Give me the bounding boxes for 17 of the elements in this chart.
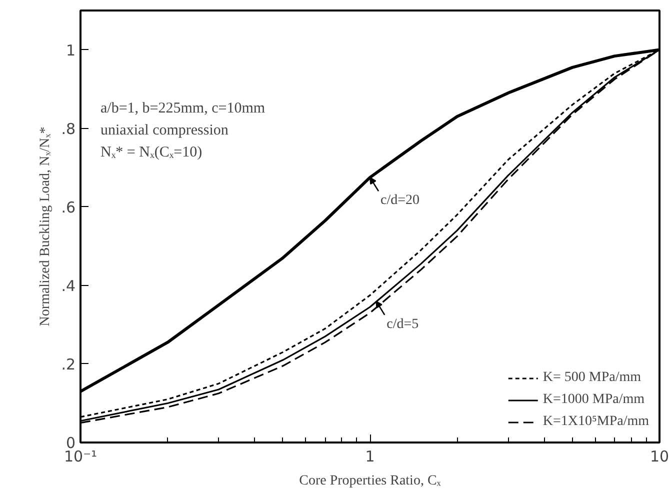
y-tick-label: .2 <box>61 355 76 374</box>
x-axis-title: Core Properties Ratio, Cₓ <box>299 474 442 488</box>
legend-label: K= 500 MPa/mm <box>542 370 641 386</box>
annotation: uniaxial compression <box>100 122 229 138</box>
annotation: c/d=5 <box>386 316 419 332</box>
y-tick-label: 1 <box>66 41 76 60</box>
annotation: Nₓ* = Nₓ(Cₓ=10) <box>100 144 202 160</box>
x-tick-label: 1 <box>365 448 375 466</box>
legend-label: K=1000 MPa/mm <box>542 392 644 408</box>
y-axis-title: Normalized Buckling Load, Nₓ/Nₓ* <box>38 126 54 326</box>
y-tick-label: .8 <box>61 120 76 138</box>
y-tick-label: .6 <box>61 198 76 216</box>
legend-label: K=1X10⁵MPa/mm <box>542 414 649 430</box>
annotation: c/d=20 <box>380 193 420 208</box>
y-tick-label: .4 <box>61 276 76 295</box>
annotation: a/b=1, b=225mm, c=10mm <box>100 100 266 116</box>
x-tick-label: 10 <box>650 448 670 466</box>
